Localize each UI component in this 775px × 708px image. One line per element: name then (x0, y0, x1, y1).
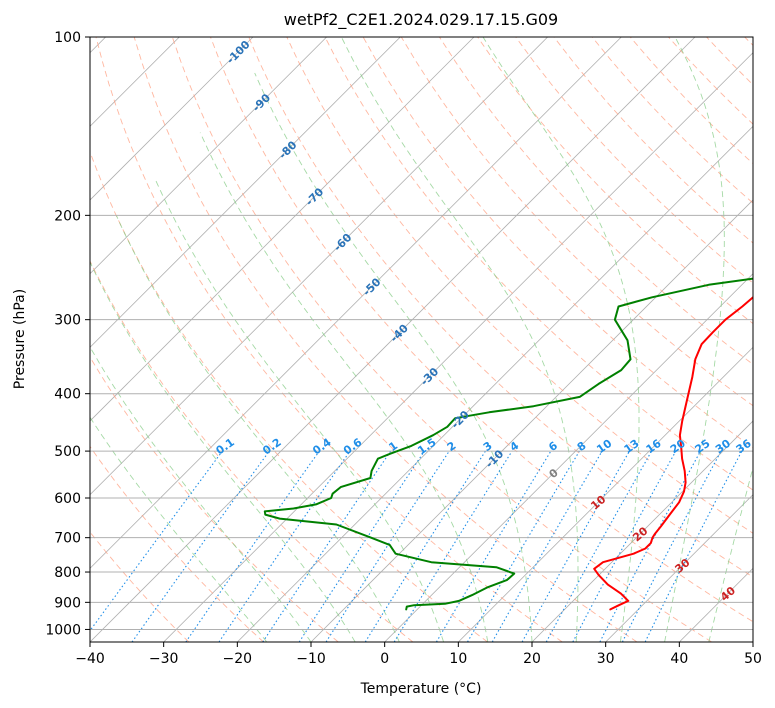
x-tick-label: −20 (223, 651, 253, 667)
x-tick-label: 30 (597, 651, 615, 667)
mixing-ratio-line (521, 450, 630, 642)
x-tick-label: 50 (744, 651, 762, 667)
mixing-ratio-line (185, 450, 320, 642)
x-tick-label: 40 (670, 651, 688, 667)
isotherm-line (90, 37, 548, 496)
isotherm-line (90, 37, 327, 275)
isotherm-line (605, 494, 753, 642)
chart-title: wetPf2_C2E1.2024.029.17.15.G09 (284, 10, 558, 30)
isotherm-line (90, 37, 622, 569)
x-tick-label: −40 (75, 651, 105, 667)
y-axis-ticks: 100 200 300 400 500 600 700 800 900 1000 (45, 30, 90, 638)
dry-adiabat-line (171, 37, 712, 642)
dry-adiabat-line (210, 37, 753, 623)
x-tick-label: 10 (449, 651, 467, 667)
plot-frame (89, 36, 754, 643)
isotherm-line (752, 641, 753, 642)
mixing-ratio-line (644, 450, 743, 642)
isotherm-line (237, 125, 753, 642)
mixing-ratio-line (131, 450, 270, 642)
mixing-ratio-line (325, 450, 450, 642)
moist-adiabat-line (90, 260, 356, 642)
isotherm-line (90, 37, 254, 201)
x-axis-label: Temperature (°C) (360, 681, 482, 697)
y-tick-label: 900 (54, 595, 81, 611)
mixing-ratio-line (298, 450, 425, 642)
y-tick-label: 600 (54, 491, 81, 507)
mixing-ratio-line (218, 450, 351, 642)
dry-adiabat-line (515, 37, 753, 284)
moist-adiabat-line (115, 215, 400, 642)
isotherm-line (531, 420, 753, 642)
moist-adiabat-line (664, 37, 725, 642)
moist-adiabat-line (708, 465, 753, 642)
mixing-ratio-line (90, 450, 223, 632)
moist-adiabat-line (340, 37, 579, 642)
moist-adiabat-line (254, 72, 533, 642)
dewpoint-profile-line (263, 277, 753, 611)
isotherm-line (90, 37, 475, 422)
dry-adiabat-line (90, 259, 414, 642)
y-tick-label: 800 (54, 565, 81, 581)
isotherm-line (163, 52, 753, 642)
isotherm-line (384, 273, 753, 642)
temperature-profile-line (593, 295, 753, 611)
mixing-ratio-line (572, 450, 677, 642)
dry-adiabat-line (324, 37, 753, 491)
y-tick-label: 500 (54, 444, 81, 460)
moist-adiabat-line (90, 416, 268, 642)
dry-adiabat-line (248, 37, 753, 578)
x-tick-label: −10 (296, 651, 326, 667)
plot-background (90, 37, 753, 642)
y-axis-label: Pressure (hPa) (12, 289, 28, 389)
isotherm-line (458, 346, 753, 642)
y-tick-label: 700 (54, 531, 81, 547)
dry-adiabat-line (90, 445, 264, 642)
moist-adiabat-line (482, 37, 640, 642)
dry-adiabat-line (90, 356, 339, 642)
y-tick-label: 400 (54, 387, 81, 403)
isotherm-line (90, 37, 401, 348)
y-tick-label: 100 (54, 30, 81, 46)
dry-adiabat-line (133, 37, 638, 642)
x-axis-ticks: −40 −30 −20 −10 0 10 20 30 40 50 (75, 642, 762, 667)
x-tick-label: 20 (523, 651, 541, 667)
dry-adiabat-line (95, 37, 563, 642)
x-tick-label: −30 (149, 651, 179, 667)
y-tick-label: 200 (54, 208, 81, 224)
y-tick-label: 300 (54, 313, 81, 329)
mixing-ratio-line (262, 450, 392, 642)
sounding-series (263, 277, 753, 611)
x-tick-label: 0 (380, 651, 389, 667)
isotherm-line (90, 37, 696, 642)
mixing-ratio-line (545, 450, 653, 642)
y-tick-label: 1000 (45, 622, 81, 638)
mixing-ratio-line (393, 450, 513, 642)
